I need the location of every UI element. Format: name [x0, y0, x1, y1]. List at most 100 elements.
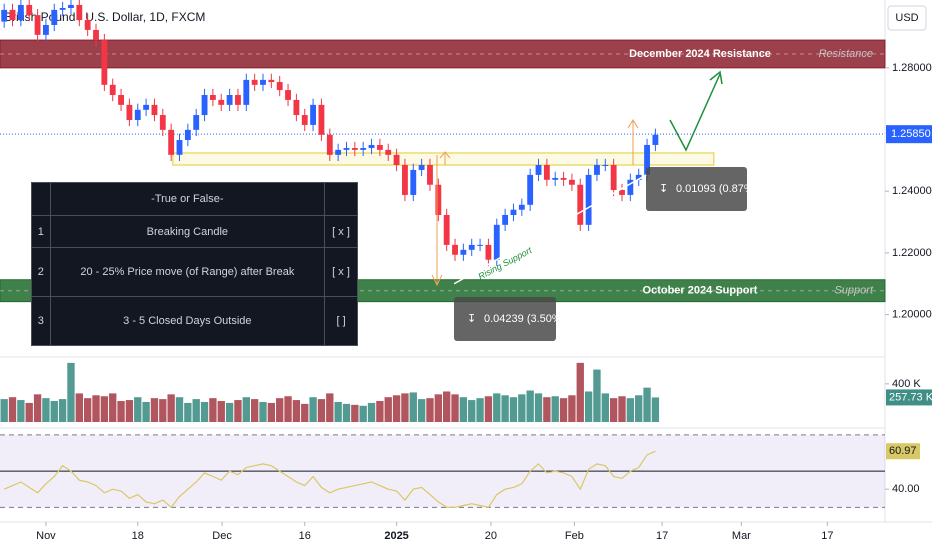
cell: 3: [31, 296, 51, 346]
table-header: -True or False-: [31, 182, 358, 216]
volume-bar: [326, 393, 334, 422]
arrow-head: [431, 274, 443, 287]
marks: [1, 0, 659, 266]
x-tick-label: 2025: [384, 530, 408, 542]
volume-bar: [100, 396, 109, 422]
volume-bar: [225, 402, 234, 422]
volume-bar: [626, 398, 635, 422]
volume-bar: [317, 399, 326, 422]
x-tick-label: 20: [485, 530, 497, 542]
zone-label: October 2024 Support: [643, 285, 758, 297]
candle-body: [485, 244, 492, 260]
volume-bar: [518, 394, 526, 422]
volume-bar: [459, 397, 468, 422]
candle-body: [193, 115, 200, 130]
zone-tag: Support: [834, 285, 873, 297]
volume-bar: [142, 401, 150, 422]
candle-body: [443, 214, 450, 245]
candle-body: [468, 244, 475, 250]
volume-bar: [468, 400, 476, 422]
volume-bar: [267, 402, 276, 422]
arrow-head: [709, 70, 723, 85]
trend-line: [453, 174, 647, 285]
cell: Breaking Candle: [49, 215, 326, 248]
y-tick-label: 1.28000: [892, 62, 932, 74]
volume-bar: [284, 396, 292, 422]
volume-bar: [392, 395, 401, 422]
volume-bar: [125, 400, 134, 422]
y-tick-label: 1.20000: [892, 309, 932, 321]
rsi-line: [3, 450, 656, 509]
volume-bar: [584, 391, 593, 422]
y-tick-label: 1.22000: [892, 247, 932, 259]
volume-bar: [75, 393, 83, 422]
volume-bar: [501, 395, 509, 422]
measure-box: [646, 167, 747, 211]
volume-bar: [109, 393, 117, 422]
volume-bar: [493, 393, 501, 422]
volume-bar: [334, 401, 342, 422]
volume-bar: [359, 405, 367, 422]
candle-body: [59, 8, 66, 10]
candle-body: [610, 165, 617, 190]
candle-body: [577, 184, 584, 225]
volume-bar: [451, 394, 459, 422]
volume-bar: [134, 397, 142, 422]
x-tick-label: 16: [299, 530, 311, 542]
candle-body: [418, 165, 425, 170]
candle-body: [410, 169, 417, 195]
currency-button[interactable]: [887, 5, 927, 31]
candle-body: [360, 148, 367, 150]
volume-bar: [559, 398, 568, 422]
range-box: [172, 152, 715, 166]
candle-body: [552, 177, 559, 180]
last-price-badge: [886, 125, 932, 144]
candle-body: [101, 40, 108, 85]
volume-bar: [651, 397, 660, 422]
cell: 3 - 5 Closed Days Outside: [49, 296, 326, 346]
volume-bar: [292, 400, 301, 422]
candle-body: [118, 94, 124, 105]
candle-body: [276, 82, 283, 91]
volume-bar: [58, 399, 67, 422]
measure-icon: ↧: [467, 313, 476, 325]
cell: [ x ]: [324, 215, 358, 248]
volume-bar: [209, 398, 217, 422]
candle-body: [627, 179, 634, 195]
candle-body: [293, 99, 300, 116]
volume-bar: [409, 392, 417, 422]
volume-bar: [376, 401, 384, 422]
candle-body: [76, 4, 83, 21]
volume-bar: [618, 396, 626, 422]
table-row: 2 20 - 25% Price move (of Range) after Br…: [31, 247, 358, 297]
volume-bar: [167, 394, 175, 422]
candle-body: [251, 79, 258, 85]
cell: [31, 182, 51, 216]
volume-bar: [159, 399, 167, 422]
volume-bar: [543, 397, 551, 422]
volume-bar: [309, 397, 317, 422]
candle-body: [585, 174, 592, 225]
candle-body: [368, 144, 375, 149]
candle-body: [9, 9, 16, 21]
candle-body: [635, 174, 642, 180]
candle-body: [243, 79, 250, 105]
volume-bar: [426, 398, 434, 422]
volume-bar: [259, 401, 267, 422]
candle-body: [1, 9, 8, 22]
candle-body: [510, 209, 517, 215]
candle-body: [385, 149, 392, 155]
candle-body: [477, 244, 483, 246]
zone-label: December 2024 Resistance: [629, 48, 771, 60]
x-tick-label: 18: [132, 530, 144, 542]
candle-body: [543, 165, 550, 180]
rsi-value-label: 60.97: [889, 445, 917, 457]
zone-tag: Resistance: [819, 48, 873, 60]
candle-body: [493, 224, 500, 260]
candle-body: [644, 144, 650, 175]
candle-body: [310, 104, 317, 125]
currency[interactable]: USD: [895, 12, 918, 24]
candle-body: [226, 94, 233, 105]
